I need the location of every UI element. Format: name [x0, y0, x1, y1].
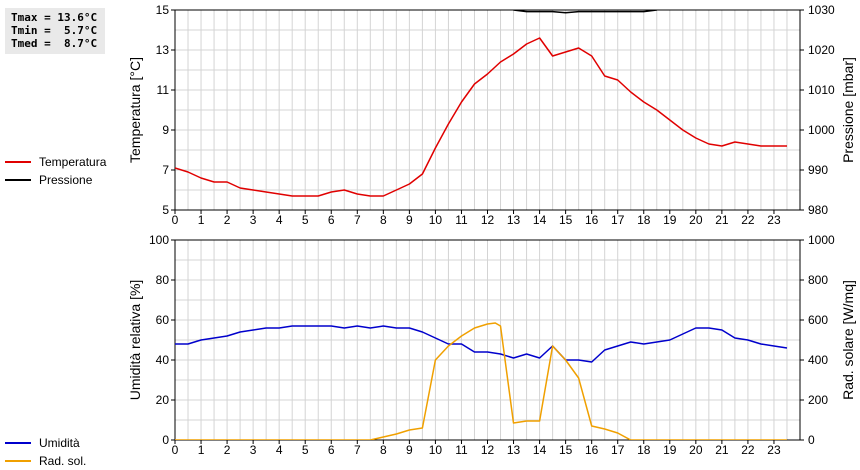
- y-tick-label: 80: [156, 273, 170, 287]
- y-tick-label: 60: [156, 313, 170, 327]
- x-tick-label: 23: [767, 443, 781, 457]
- series-line-rad-sol: [175, 322, 787, 440]
- legend-item-temperatura: Temperatura: [5, 153, 145, 171]
- x-tick-label: 5: [302, 213, 309, 227]
- x-tick-label: 3: [250, 443, 257, 457]
- x-tick-label: 16: [585, 213, 599, 227]
- y-axis-label: Umidità relativa [%]: [127, 280, 143, 401]
- legend-label-umidita: Umidità: [39, 436, 80, 450]
- y2-tick-label: 1000: [808, 123, 835, 137]
- x-tick-label: 9: [406, 213, 413, 227]
- y-axis-label: Temperatura [°C]: [127, 57, 143, 163]
- statistics-box: Tmax = 13.6°C Tmin = 5.7°C Tmed = 8.7°C: [5, 8, 105, 54]
- x-tick-label: 0: [172, 443, 179, 457]
- y-tick-label: 100: [149, 233, 169, 247]
- y-tick-label: 0: [162, 433, 169, 447]
- legend-item-pressione: Pressione: [5, 171, 145, 189]
- y2-tick-label: 1020: [808, 43, 835, 57]
- x-tick-label: 20: [689, 213, 703, 227]
- stat-tmed: Tmed = 8.7°C: [11, 37, 98, 50]
- y-tick-label: 5: [162, 203, 169, 217]
- x-tick-label: 2: [224, 443, 231, 457]
- x-tick-label: 16: [585, 443, 599, 457]
- y2-tick-label: 1000: [808, 233, 835, 247]
- stat-tmax: Tmax = 13.6°C: [11, 11, 98, 24]
- x-tick-label: 10: [429, 213, 443, 227]
- x-tick-label: 21: [715, 443, 729, 457]
- x-tick-label: 22: [741, 213, 755, 227]
- x-tick-label: 18: [637, 213, 651, 227]
- x-tick-label: 22: [741, 443, 755, 457]
- y2-tick-label: 990: [808, 163, 828, 177]
- y2-axis-label: Rad. solare [W/mq]: [840, 280, 856, 400]
- y-tick-label: 9: [162, 123, 169, 137]
- x-tick-label: 11: [455, 443, 468, 457]
- x-tick-label: 4: [276, 443, 283, 457]
- x-tick-label: 14: [533, 443, 547, 457]
- series-line-pressione: [513, 10, 657, 14]
- legend-swatch-rad-sol: [5, 460, 31, 462]
- y2-tick-label: 600: [808, 313, 828, 327]
- x-tick-label: 10: [429, 443, 443, 457]
- x-tick-label: 1: [198, 443, 205, 457]
- series-line-temperatura: [175, 37, 787, 197]
- chart-panel-top: 0 1 2 3 4 5 6 7 8 9 10 11 12 13 14 15 16 17 18 19 20 21 22 2357…: [127, 3, 856, 227]
- weather-charts: 0 1 2 3 4 5 6 7 8 9 10 11 12 13 14 15 16 17 18 19 20 21 22 2357…: [127, 3, 856, 457]
- x-tick-label: 19: [663, 443, 677, 457]
- legend-swatch-umidita: [5, 442, 31, 444]
- x-tick-label: 2: [224, 213, 231, 227]
- x-tick-label: 12: [481, 213, 495, 227]
- y-tick-label: 7: [162, 163, 169, 177]
- y2-tick-label: 980: [808, 203, 828, 217]
- y2-axis-label: Pressione [mbar]: [840, 57, 856, 163]
- x-tick-label: 14: [533, 213, 547, 227]
- legend-swatch-pressione: [5, 179, 31, 181]
- y2-tick-label: 0: [808, 433, 815, 447]
- x-tick-label: 4: [276, 213, 283, 227]
- y2-tick-label: 400: [808, 353, 828, 367]
- x-tick-label: 3: [250, 213, 257, 227]
- x-tick-label: 13: [507, 443, 521, 457]
- x-tick-label: 0: [172, 213, 179, 227]
- x-tick-label: 5: [302, 443, 309, 457]
- x-tick-label: 12: [481, 443, 495, 457]
- x-tick-label: 9: [406, 443, 413, 457]
- x-tick-label: 6: [328, 213, 335, 227]
- x-tick-label: 17: [611, 443, 625, 457]
- x-tick-label: 15: [559, 443, 573, 457]
- chart-panel-bottom: 0 1 2 3 4 5 6 7 8 9 10 11 12 13 14 15 16 17 18 19 20 21 22 2302…: [127, 233, 856, 457]
- y-tick-label: 40: [156, 353, 170, 367]
- y2-tick-label: 1030: [808, 3, 835, 17]
- x-tick-label: 7: [354, 213, 361, 227]
- y-tick-label: 20: [156, 393, 170, 407]
- y-tick-label: 11: [157, 83, 170, 97]
- x-tick-label: 18: [637, 443, 651, 457]
- x-tick-label: 6: [328, 443, 335, 457]
- legend-label-temperatura: Temperatura: [39, 155, 107, 169]
- legend-swatch-temperatura: [5, 161, 31, 163]
- stat-tmin: Tmin = 5.7°C: [11, 24, 98, 37]
- legend-item-umidita: Umidità: [5, 434, 145, 452]
- y2-tick-label: 1010: [808, 83, 835, 97]
- x-tick-label: 23: [767, 213, 781, 227]
- x-tick-label: 13: [507, 213, 521, 227]
- x-tick-label: 1: [198, 213, 205, 227]
- x-tick-label: 7: [354, 443, 361, 457]
- x-tick-label: 21: [715, 213, 729, 227]
- legend-top: Temperatura Pressione: [5, 153, 145, 189]
- x-tick-label: 17: [611, 213, 625, 227]
- y2-tick-label: 800: [808, 273, 828, 287]
- x-tick-label: 15: [559, 213, 573, 227]
- x-tick-label: 19: [663, 213, 677, 227]
- x-tick-label: 8: [380, 213, 387, 227]
- x-tick-label: 20: [689, 443, 703, 457]
- y-tick-label: 13: [156, 43, 170, 57]
- series-line-umidit: [175, 325, 788, 363]
- y-tick-label: 15: [156, 3, 170, 17]
- y2-tick-label: 200: [808, 393, 828, 407]
- x-tick-label: 11: [455, 213, 468, 227]
- x-tick-label: 8: [380, 443, 387, 457]
- legend-label-pressione: Pressione: [39, 173, 93, 187]
